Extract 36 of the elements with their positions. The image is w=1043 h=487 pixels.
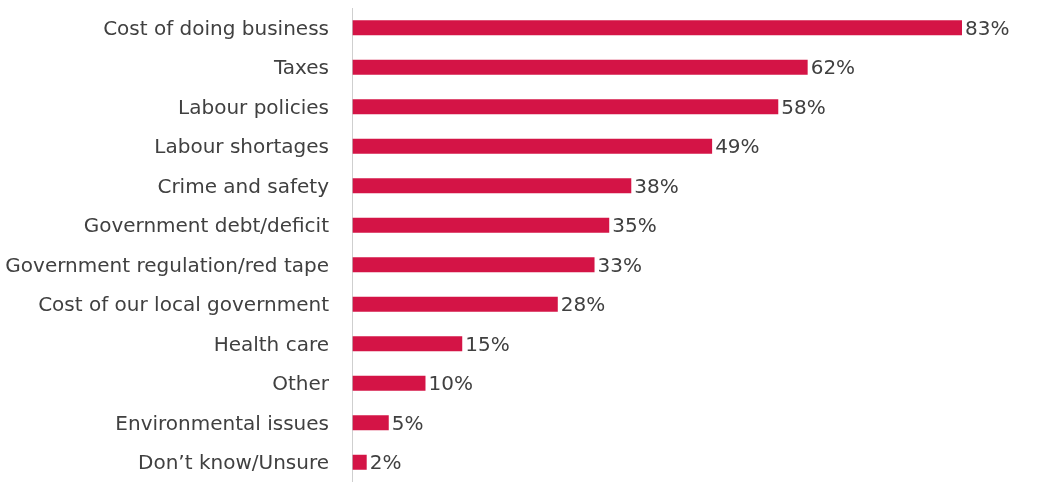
y-tick-label: Don’t know/Unsure	[138, 450, 329, 475]
y-tick-label: Crime and safety	[157, 173, 330, 198]
bar	[352, 178, 632, 194]
y-tick-label: Cost of our local government	[38, 292, 330, 317]
bar	[352, 296, 558, 312]
y-tick-label: Environmental issues	[115, 410, 329, 435]
data-label: 49%	[715, 134, 760, 159]
y-tick-label: Cost of doing business	[103, 15, 329, 40]
bar	[352, 415, 389, 431]
data-label: 15%	[465, 331, 510, 356]
bar	[352, 59, 808, 75]
data-label: 35%	[612, 213, 657, 238]
data-label: 58%	[781, 94, 826, 119]
y-tick-label: Other	[272, 371, 330, 396]
data-label: 28%	[560, 292, 606, 317]
data-label: 10%	[428, 371, 473, 396]
data-label: 5%	[391, 410, 424, 435]
bar	[352, 454, 367, 470]
y-tick-label: Government regulation/red tape	[5, 252, 329, 277]
data-label: 2%	[369, 450, 402, 475]
data-label: 38%	[634, 173, 679, 198]
y-tick-label: Taxes	[272, 55, 329, 80]
data-label: 83%	[965, 15, 1010, 40]
bar	[352, 217, 610, 233]
bar	[352, 375, 426, 391]
bar	[352, 20, 962, 36]
bar	[352, 138, 713, 154]
data-label: 62%	[810, 55, 856, 80]
bar	[352, 99, 779, 115]
y-tick-label: Labour shortages	[154, 134, 329, 159]
y-tick-label: Health care	[213, 331, 329, 356]
bar	[352, 257, 595, 273]
y-tick-label: Labour policies	[178, 94, 329, 119]
data-label: 33%	[597, 252, 642, 277]
y-tick-label: Government debt/deficit	[83, 213, 330, 238]
bar	[352, 336, 463, 352]
